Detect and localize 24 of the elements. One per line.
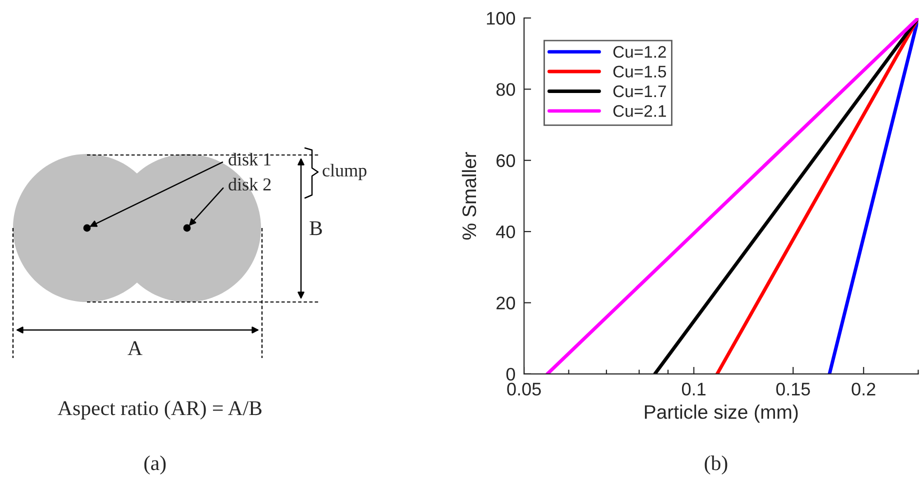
x-tick-label: 0.15 [776,382,810,396]
x-tick-label: 0.1 [682,382,706,396]
y-tick-label: 100 [486,12,516,25]
x-tick-label: 0.05 [507,382,541,396]
legend-label: Cu=1.2 [613,46,666,58]
text: disk 2 [228,178,271,191]
legend-label: Cu=2.1 [613,105,666,117]
x-tick-label: 0.2 [852,382,876,396]
y-tick-label: 20 [496,296,516,310]
y-tick-label: 40 [496,225,516,238]
text: Aspect ratio (AR) = A/B [58,400,262,420]
y-tick-label: 60 [496,154,516,168]
text: B [310,221,322,236]
text: (a) [144,456,166,474]
text: A [128,341,142,356]
text: clump [322,164,366,180]
text: (b) [704,456,728,474]
y-axis-title: % Smaller [462,152,476,240]
y-tick-label: 80 [496,83,516,96]
text: disk 1 [228,152,271,166]
x-axis-title: Particle size (mm) [644,404,798,423]
legend-label: Cu=1.7 [613,85,666,98]
y-tick-label: 0 [506,368,516,381]
legend-label: Cu=1.5 [613,66,666,78]
